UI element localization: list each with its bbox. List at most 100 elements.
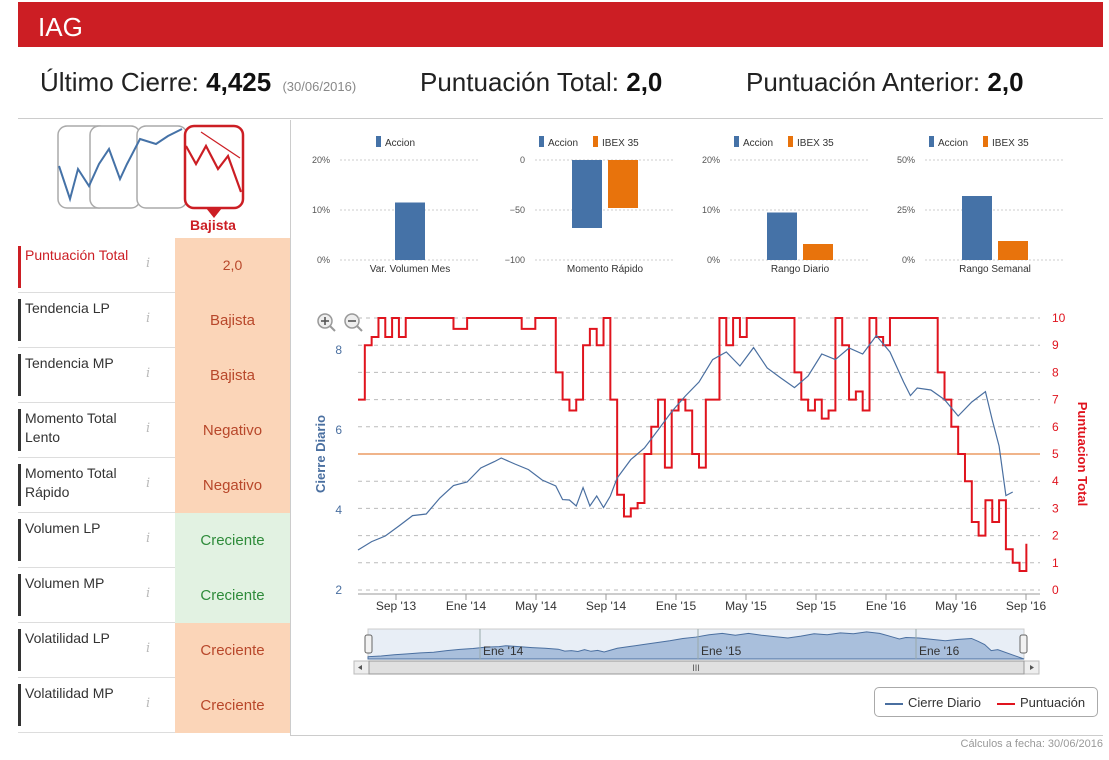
info-icon[interactable]: i bbox=[146, 256, 151, 271]
y-axis-title: Cierre Diario bbox=[313, 415, 328, 493]
indicator-label: Tendencia MP bbox=[18, 354, 148, 396]
info-icon[interactable]: i bbox=[146, 641, 151, 656]
navigator-handle-left bbox=[364, 634, 373, 654]
indicator-value: Creciente bbox=[175, 678, 290, 733]
y2-tick-label: 4 bbox=[1052, 474, 1059, 488]
chart-legend: Cierre Diario Puntuación bbox=[874, 687, 1098, 717]
legend-score-swatch bbox=[997, 702, 1015, 705]
last-close-value: 4,425 bbox=[206, 67, 272, 97]
bar-accion bbox=[767, 212, 797, 260]
prev-score-label: Puntuación Anterior: bbox=[746, 67, 981, 97]
y-tick-label: 6 bbox=[335, 423, 342, 437]
info-icon[interactable]: i bbox=[146, 311, 151, 326]
indicator-row: Tendencia LP i Bajista bbox=[18, 293, 290, 348]
bar-ibex bbox=[998, 241, 1028, 260]
zoom-out-icon[interactable] bbox=[344, 313, 363, 332]
info-icon[interactable]: i bbox=[146, 421, 151, 436]
indicator-value: 2,0 bbox=[175, 238, 290, 293]
trend-box-3 bbox=[136, 125, 188, 209]
info-icon[interactable]: i bbox=[146, 366, 151, 381]
info-icon[interactable]: i bbox=[146, 476, 151, 491]
bearish-trend-box[interactable] bbox=[183, 124, 245, 210]
legend-label: IBEX 35 bbox=[602, 138, 639, 149]
last-close-label: Último Cierre: bbox=[40, 67, 199, 97]
y2-tick-label: 9 bbox=[1052, 338, 1059, 352]
indicator-label: Momento Total Lento bbox=[18, 409, 148, 451]
indicator-row: Volumen MP i Creciente bbox=[18, 568, 290, 623]
indicator-row: Momento Total Lento i Negativo bbox=[18, 403, 290, 458]
x-tick-label: Sep '15 bbox=[796, 599, 837, 613]
chart-navigator[interactable]: Ene '14 Ene '15 Ene '16 III bbox=[350, 627, 1045, 677]
prev-score-metric: Puntuación Anterior: 2,0 bbox=[746, 67, 1024, 98]
y-tick-label: 4 bbox=[335, 503, 342, 517]
zoom-in-icon[interactable] bbox=[317, 313, 336, 332]
x-tick-label: May '16 bbox=[935, 599, 977, 613]
navigator-handle-right bbox=[1019, 634, 1028, 654]
page-title: IAG bbox=[18, 2, 1103, 47]
legend-label: Accion bbox=[938, 138, 968, 149]
downtrend-line-icon bbox=[185, 143, 243, 193]
trend-arrow-line bbox=[200, 131, 241, 159]
indicator-label: Volatilidad LP bbox=[18, 629, 148, 671]
legend-swatch-ibex bbox=[983, 136, 988, 147]
y2-tick-label: 5 bbox=[1052, 447, 1059, 461]
indicator-label: Volatilidad MP bbox=[18, 684, 148, 726]
legend-close-item[interactable]: Cierre Diario bbox=[885, 695, 981, 710]
indicator-value: Negativo bbox=[175, 403, 290, 458]
indicator-label: Volumen MP bbox=[18, 574, 148, 616]
info-icon[interactable]: i bbox=[146, 696, 151, 711]
footer-divider bbox=[290, 735, 1103, 736]
last-close-metric: Último Cierre: 4,425 (30/06/2016) bbox=[40, 67, 356, 98]
indicator-label: Volumen LP bbox=[18, 519, 148, 561]
legend-swatch-accion bbox=[929, 136, 934, 147]
last-close-date: (30/06/2016) bbox=[282, 79, 357, 94]
trend-selector: Bajista bbox=[57, 124, 245, 233]
panel-divider bbox=[290, 120, 291, 735]
legend-score-label: Puntuación bbox=[1020, 695, 1086, 710]
indicator-row: Momento Total Rápido i Negativo bbox=[18, 458, 290, 513]
navigator-series bbox=[367, 631, 1025, 660]
y-tick-label: −100 bbox=[505, 255, 525, 265]
info-icon[interactable]: i bbox=[146, 531, 151, 546]
indicator-value: Bajista bbox=[175, 293, 290, 348]
indicator-row: Volatilidad MP i Creciente bbox=[18, 678, 290, 733]
total-score-metric: Puntuación Total: 2,0 bbox=[420, 67, 662, 98]
indicator-value: Creciente bbox=[175, 513, 290, 568]
x-tick-label: Ene '14 bbox=[446, 599, 487, 613]
y-tick-label: 20% bbox=[312, 155, 330, 165]
y2-axis-title: Puntuacion Total bbox=[1075, 402, 1090, 506]
y2-tick-label: 3 bbox=[1052, 501, 1059, 515]
bar-chart-3: Accion IBEX 35 20% 10% 0% Rango Diario bbox=[702, 136, 870, 275]
legend-close-swatch bbox=[885, 702, 903, 705]
legend-label: IBEX 35 bbox=[992, 138, 1029, 149]
zoom-controls bbox=[316, 312, 366, 334]
indicator-rows: Puntuación Total i 2,0 Tendencia LP i Bajista… bbox=[18, 238, 290, 733]
legend-label: IBEX 35 bbox=[797, 138, 834, 149]
indicator-label: Momento Total Rápido bbox=[18, 464, 148, 506]
summary-bar: Último Cierre: 4,425 (30/06/2016) Puntua… bbox=[18, 47, 1103, 119]
x-tick-label: Sep '16 bbox=[1006, 599, 1047, 613]
info-icon[interactable]: i bbox=[146, 586, 151, 601]
y2-tick-label: 1 bbox=[1052, 556, 1059, 570]
legend-score-item[interactable]: Puntuación bbox=[997, 695, 1085, 710]
y-tick-label: 0% bbox=[902, 255, 915, 265]
prev-score-value: 2,0 bbox=[987, 67, 1024, 97]
calc-date-footer: Cálculos a fecha: 30/06/2016 bbox=[960, 738, 1104, 750]
legend-swatch-accion bbox=[734, 136, 739, 147]
indicator-value: Negativo bbox=[175, 458, 290, 513]
y-tick-label: 20% bbox=[702, 155, 720, 165]
bar-chart-title: Rango Diario bbox=[771, 264, 830, 275]
indicator-label: Puntuación Total bbox=[18, 246, 148, 288]
indicator-label: Tendencia LP bbox=[18, 299, 148, 341]
legend-swatch-accion bbox=[376, 136, 381, 147]
indicator-value: Creciente bbox=[175, 568, 290, 623]
legend-label: Accion bbox=[385, 138, 415, 149]
bar-chart-1: Accion 20% 10% 0% Var. Volumen Mes bbox=[312, 136, 480, 275]
bar-chart-title: Var. Volumen Mes bbox=[370, 264, 450, 275]
mini-bar-charts: Accion 20% 10% 0% Var. Volumen Mes Accion IBEX… bbox=[312, 136, 1065, 275]
total-score-label: Puntuación Total: bbox=[420, 67, 619, 97]
y2-tick-label: 10 bbox=[1052, 311, 1066, 325]
bar-accion bbox=[962, 196, 992, 260]
scrollbar-grip-icon: III bbox=[692, 663, 700, 673]
